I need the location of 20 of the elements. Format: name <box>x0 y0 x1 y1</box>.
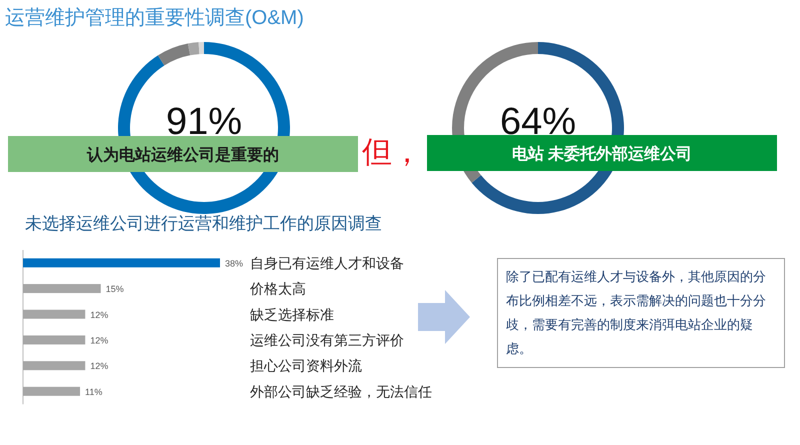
y-tick-label: 担心公司资料外流 <box>250 358 362 374</box>
y-tick-label: 价格太高 <box>249 280 306 297</box>
data-label: 64% <box>500 101 576 143</box>
data-label: 91% <box>166 101 242 143</box>
data-label: 12% <box>90 335 108 346</box>
data-label: 38% <box>225 258 244 268</box>
y-tick-label: 缺乏选择标准 <box>250 306 334 322</box>
y-tick-label: 外部公司缺乏经验，无法信任 <box>250 383 432 400</box>
y-tick-label: 自身已有运维人才和设备 <box>250 254 404 271</box>
data-label: 12% <box>90 361 108 372</box>
data-label: 11% <box>85 386 102 397</box>
text: 但， <box>362 136 422 169</box>
y-tick-label: 运维公司没有第三方评价 <box>250 332 404 348</box>
chart-title: 未选择运维公司进行运营和维护工作的原因调查 <box>25 214 382 233</box>
text: 除了已配有运维人才与设备外，其他原因的分布比例相差不远，表示需解决的问题也十分分歧，需要有完善的制度来消弭电站企业的疑虑。 <box>497 258 785 368</box>
data-label: 15% <box>106 284 124 294</box>
data-label: 12% <box>90 310 108 320</box>
chart-title: 运营维护管理的重要性调查(O&M) <box>5 7 304 29</box>
text: 认为电站运维公司是重要的 <box>86 146 279 164</box>
text: 电站 未委托外部运维公司 <box>512 145 692 163</box>
